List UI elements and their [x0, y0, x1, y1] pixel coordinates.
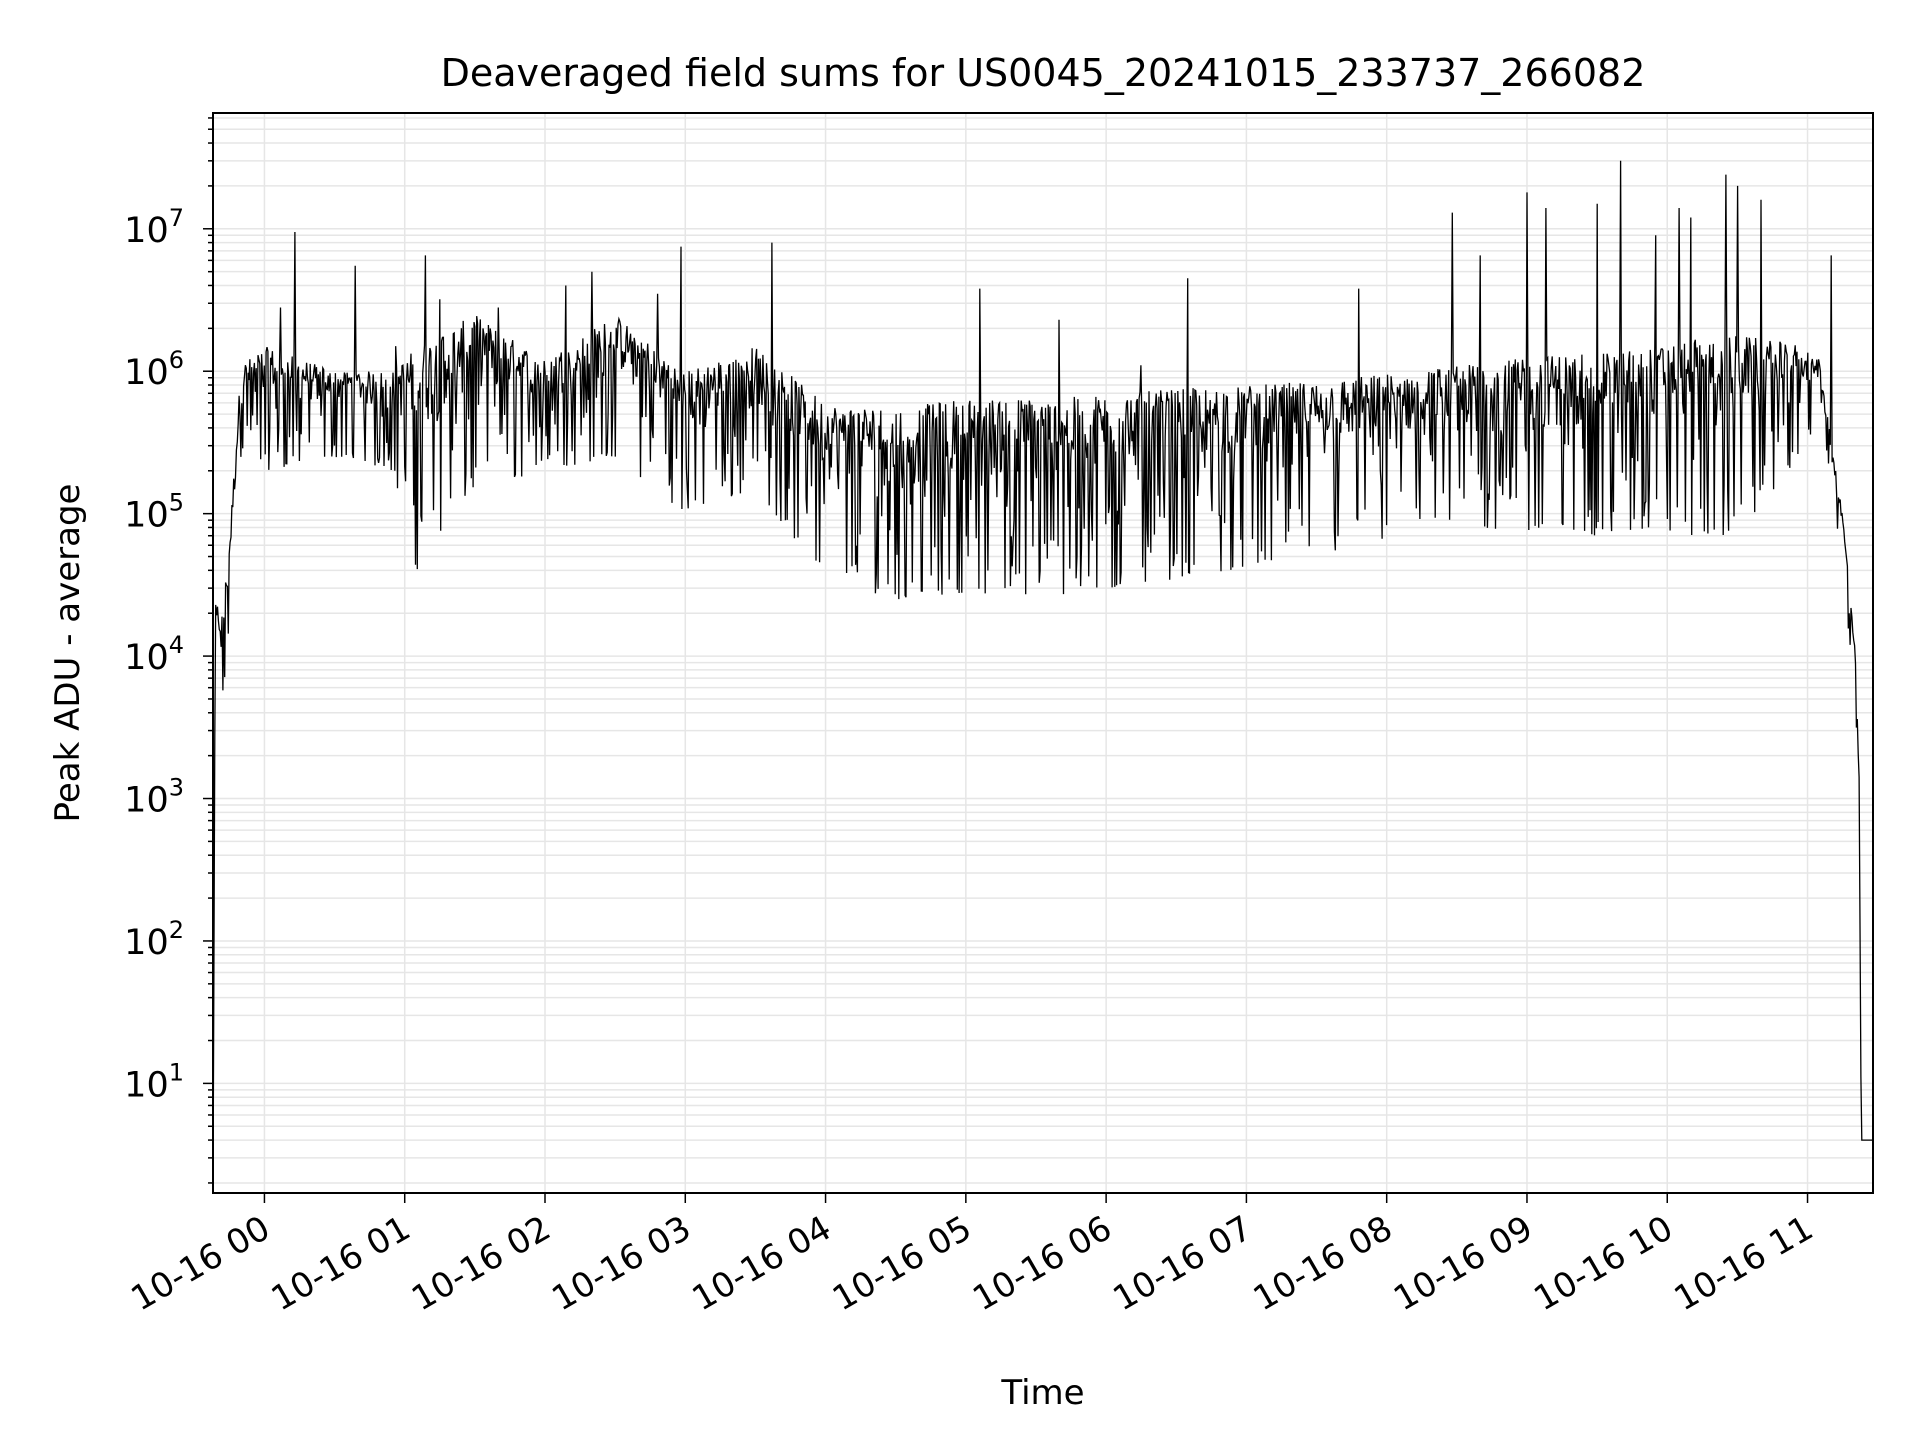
- grid: [213, 113, 1873, 1193]
- plot-area: [213, 160, 1873, 1193]
- y-tick-exponent: 7: [169, 204, 184, 232]
- x-tick-label: 10-16 00: [125, 1208, 277, 1319]
- y-tick-exponent: 2: [169, 916, 184, 944]
- y-tick-base: 10: [124, 496, 169, 536]
- x-tick-label: 10-16 09: [1387, 1208, 1539, 1319]
- y-tick-exponent: 3: [169, 774, 184, 802]
- y-tick-base: 10: [124, 638, 169, 678]
- y-axis-label: Peak ADU - average: [48, 484, 88, 823]
- x-tick-label: 10-16 01: [265, 1208, 417, 1319]
- x-tick-label: 10-16 05: [826, 1208, 978, 1319]
- y-tick-label: 104: [124, 631, 184, 678]
- y-tick-exponent: 1: [169, 1058, 184, 1086]
- y-tick-label: 106: [124, 346, 184, 393]
- plot-frame: [212, 112, 1874, 1194]
- x-tick-label: 10-16 02: [405, 1208, 557, 1319]
- y-tick-base: 10: [124, 353, 169, 393]
- x-tick-label: 10-16 06: [966, 1208, 1118, 1319]
- y-tick-exponent: 6: [169, 346, 184, 374]
- y-tick-base: 10: [124, 1065, 169, 1105]
- series-line: [213, 160, 1873, 1193]
- y-tick-base: 10: [124, 923, 169, 963]
- x-tick-label: 10-16 03: [545, 1208, 697, 1319]
- x-tick-label: 10-16 10: [1527, 1208, 1679, 1319]
- y-tick-label: 101: [124, 1058, 184, 1105]
- x-tick-label: 10-16 08: [1247, 1208, 1399, 1319]
- y-tick-label: 102: [124, 916, 184, 963]
- y-tick-exponent: 4: [169, 631, 184, 659]
- chart-title: Deaveraged field sums for US0045_2024101…: [441, 51, 1646, 95]
- y-tick-label: 105: [124, 489, 184, 536]
- y-tick-base: 10: [124, 211, 169, 251]
- x-tick-label: 10-16 07: [1107, 1208, 1259, 1319]
- x-axis-label: Time: [1000, 1373, 1084, 1413]
- x-tick-label: 10-16 11: [1668, 1208, 1820, 1319]
- y-tick-label: 107: [124, 204, 184, 251]
- x-tick-label: 10-16 04: [686, 1208, 838, 1319]
- y-tick-base: 10: [124, 781, 169, 821]
- y-tick-exponent: 5: [169, 489, 184, 517]
- y-tick-label: 103: [124, 774, 184, 821]
